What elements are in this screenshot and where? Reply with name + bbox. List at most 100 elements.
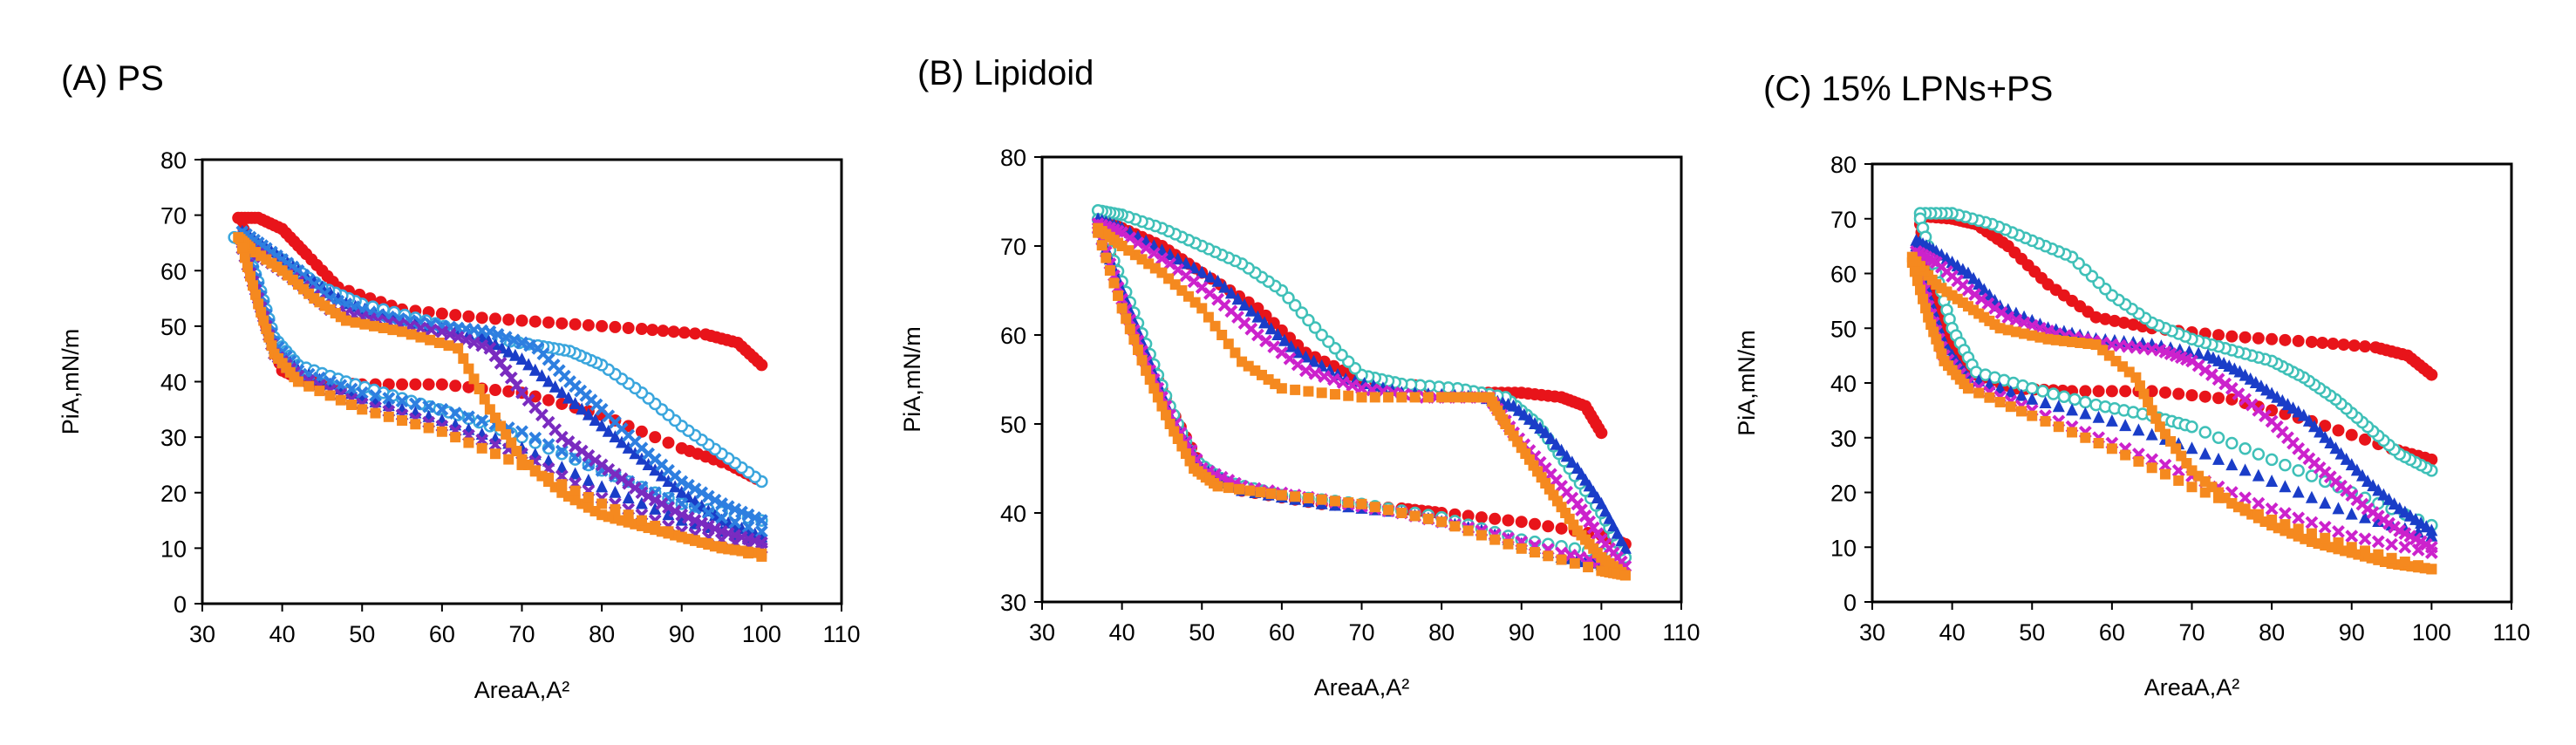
chart-c-series-5-point — [2075, 337, 2086, 348]
chart-a-series-6-point — [263, 331, 275, 343]
chart-c-series-1-point — [2319, 420, 2332, 433]
chart-a-series-4-point — [395, 394, 409, 408]
chart-c-series-5-point — [2016, 406, 2027, 417]
chart-a-series-5-point — [443, 328, 457, 341]
chart-a-series-6-point — [357, 404, 368, 415]
chart-c-series-3-point — [2198, 447, 2211, 460]
chart-b-series-4-point — [1346, 379, 1360, 393]
chart-a-series-3-point — [596, 480, 609, 493]
chart-c-series-5-point — [1912, 275, 1923, 286]
chart-c-series-2-point — [2057, 390, 2071, 403]
chart-b-series-5-point — [1475, 530, 1487, 541]
chart-a-series-6-point — [596, 498, 608, 509]
chart-a-series-5-point — [675, 508, 689, 522]
chart-c-series-1-point — [2266, 332, 2279, 345]
chart-b-series-5-point — [1223, 338, 1234, 350]
chart-a-series-1-point — [422, 378, 435, 391]
chart-b-y-axis-label: PiA,mN/m — [899, 326, 925, 433]
chart-a-series-6-point — [266, 340, 277, 352]
chart-b-series-5-point — [1244, 485, 1256, 496]
chart-c-series-5-point — [2093, 438, 2104, 449]
chart-b-series-5-point — [1121, 313, 1132, 325]
chart-b-x-tick-label: 40 — [1109, 619, 1135, 646]
chart-a-y-tick-label: 70 — [160, 203, 187, 229]
chart-c-series-3-point — [2403, 509, 2416, 522]
chart-c-series-5-point — [2027, 410, 2038, 421]
chart-b-series-3-point — [1278, 333, 1291, 346]
chart-c-series-4-point — [2345, 530, 2359, 543]
chart-b-series-5-point — [1124, 324, 1135, 335]
chart-b-series-5-point — [1108, 277, 1120, 289]
chart-a-series-6-point — [703, 538, 714, 550]
chart-a-series-5-point — [642, 489, 655, 503]
chart-a-series-3-point — [662, 475, 675, 488]
chart-c-series-1-point — [2348, 339, 2361, 352]
chart-a-series-1-point — [678, 326, 691, 339]
chart-a-series-5-point — [668, 504, 682, 518]
chart-c-series-3-point — [2286, 401, 2300, 414]
chart-a-series-6-point — [236, 243, 248, 254]
chart-c-series-3-point — [2281, 398, 2294, 411]
chart-a-series-3-point — [609, 485, 622, 498]
chart-c-x-tick-label: 50 — [2019, 619, 2045, 646]
chart-c-series-5-point — [2040, 415, 2051, 427]
chart-c-series-5-point — [1984, 392, 1995, 403]
chart-c-series-3-point — [2225, 458, 2239, 471]
chart-a-y-tick-label: 80 — [160, 147, 187, 174]
chart-b-x-tick-label: 60 — [1269, 619, 1295, 646]
chart-b-series-5-point — [1230, 347, 1241, 359]
chart-b-series-5-point — [1422, 392, 1434, 403]
chart-c-series-4-point — [2305, 516, 2319, 530]
chart-a-series-6-point — [248, 280, 259, 291]
chart-a-series-3-point — [602, 424, 615, 437]
chart-a-series-1-point — [488, 384, 501, 397]
chart-c-series-3-point — [2260, 383, 2273, 396]
chart-a-series-6-point — [415, 331, 426, 343]
chart-b-series-3-point — [1611, 526, 1624, 539]
chart-b-series-3-point — [1523, 412, 1536, 425]
chart-c-series-3-point — [2239, 368, 2252, 381]
chart-a-y-tick-label: 10 — [160, 536, 187, 562]
chart-a-series-4-point — [499, 331, 513, 345]
chart-c-series-5-point — [2346, 542, 2357, 553]
chart-b-series-1-point — [1462, 509, 1475, 523]
chart-c-series-1-point — [2239, 331, 2252, 344]
chart-a-series-3-point — [555, 386, 569, 399]
chart-c-series-1-point — [2369, 341, 2382, 354]
chart-a-x-tick-label: 30 — [189, 621, 215, 647]
chart-b-series-5-point — [1409, 392, 1421, 403]
chart-b-y-tick-label: 50 — [1000, 412, 1026, 438]
chart-b-series-5-point — [1422, 513, 1434, 524]
chart-c-series-4-point — [2239, 491, 2252, 505]
chart-c-series-3-point — [2015, 388, 2028, 401]
chart-b-series-1-point — [1515, 516, 1528, 529]
chart-a-series-4-point — [688, 502, 702, 516]
chart-a-series-6-point — [378, 322, 389, 333]
chart-a-series-3-point — [555, 461, 569, 474]
chart-c-series-1-point — [2079, 385, 2092, 398]
chart-c-series-1-point — [2158, 386, 2171, 399]
chart-b-series-3-point — [1224, 286, 1237, 299]
chart-c-x-tick-label: 70 — [2178, 619, 2205, 646]
chart-a-series-6-point — [258, 315, 269, 326]
chart-c-title: (C) 15% LPNs+PS — [1763, 70, 2054, 108]
chart-a-series-3-point — [582, 407, 595, 420]
chart-b-x-tick-label: 100 — [1582, 619, 1621, 646]
chart-a-series-6-point — [250, 289, 262, 300]
chart-c-y-tick-label: 80 — [1830, 152, 1857, 178]
chart-b-series-5-point — [1148, 383, 1160, 394]
chart-c-series-5-point — [2120, 449, 2131, 461]
chart-b-y-tick-label: 30 — [1000, 590, 1026, 616]
chart-b-series-5-point — [1516, 543, 1527, 554]
chart-b-y-tick-label: 40 — [1000, 501, 1026, 527]
chart-c-y-axis-label: PiA,mN/m — [1734, 330, 1760, 436]
chart-b-series-5-point — [1290, 384, 1301, 395]
chart-c-series-5-point — [2067, 427, 2078, 438]
chart-b-series-5-point — [1132, 345, 1143, 355]
chart-b-series-3-point — [1534, 421, 1547, 434]
chart-c-series-1-point — [2279, 407, 2292, 420]
chart-c-series-3-point — [2345, 507, 2358, 520]
chart-b-series-1-point — [1502, 514, 1515, 527]
chart-a-series-3-point — [609, 430, 622, 443]
chart-b-series-3-point — [1203, 270, 1216, 283]
